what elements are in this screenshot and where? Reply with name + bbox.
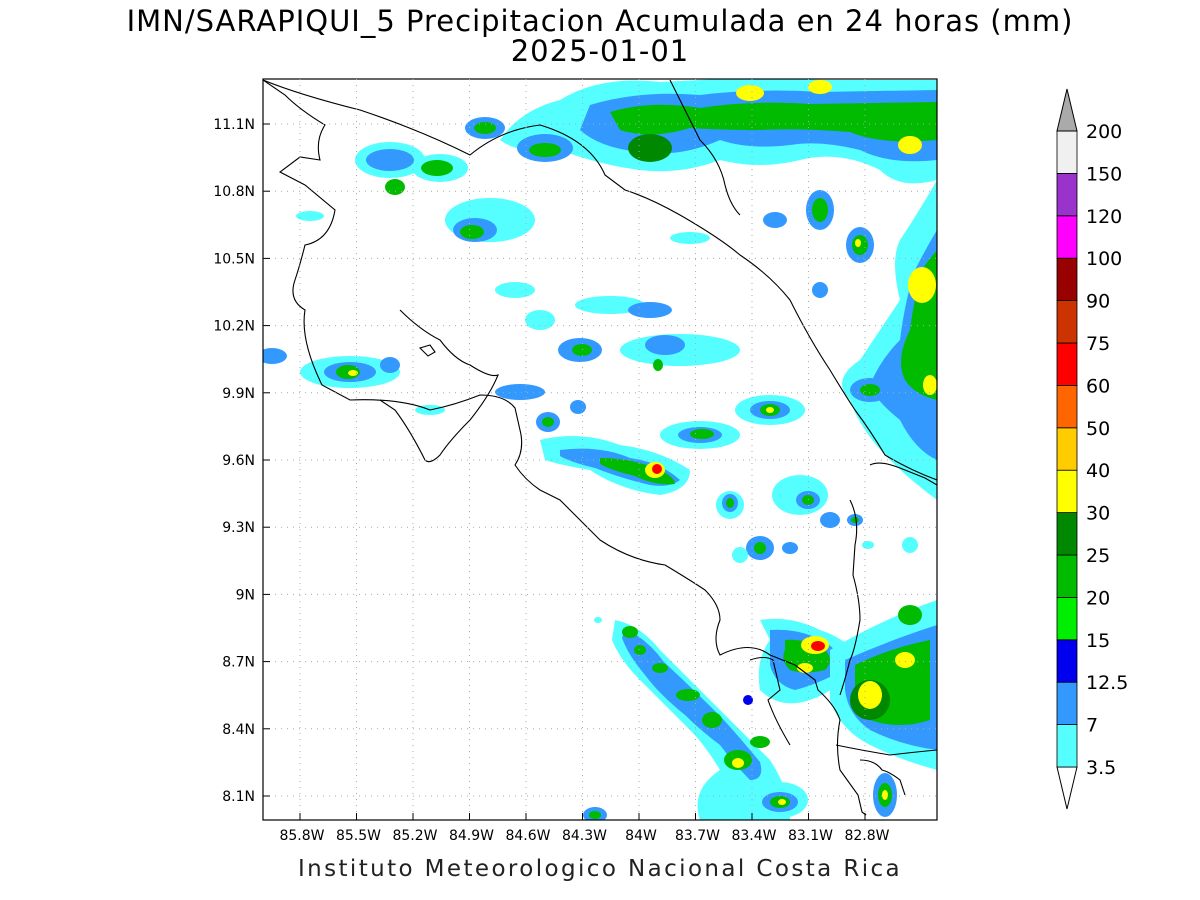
lat-tick-label: 10.5N — [213, 251, 255, 267]
lon-tick-label: 84W — [625, 828, 657, 844]
map-axes: 11.1N 10.8N 10.5N 10.2N 9.9N 9.6N 9.3N 9N 8.7N 8.… — [213, 117, 889, 844]
colorbar-label: 3.5 — [1086, 757, 1116, 779]
colorbar-label: 90 — [1086, 291, 1110, 313]
colorbar-segment — [1056, 724, 1078, 768]
lon-tick-label: 83.1W — [788, 828, 833, 844]
lat-tick-label: 9.9N — [222, 386, 255, 402]
colorbar-segment — [1056, 681, 1078, 726]
lon-tick-label: 85.5W — [336, 828, 381, 844]
lon-tick-label: 83.7W — [675, 828, 720, 844]
colorbar-segment — [1056, 597, 1078, 641]
colorbar-segment — [1056, 554, 1078, 598]
lat-tick-label: 8.1N — [222, 789, 255, 805]
colorbar-label: 15 — [1086, 630, 1110, 652]
colorbar-label: 40 — [1086, 460, 1110, 482]
colorbar-label: 50 — [1086, 418, 1110, 440]
map-title: IMN/SARAPIQUI_5 Precipitacion Acumulada … — [126, 4, 1074, 38]
lat-tick-label: 10.8N — [213, 184, 255, 200]
colorbar-segment — [1056, 257, 1078, 302]
colorbar-label: 25 — [1086, 545, 1110, 567]
colorbar-upper-triangle — [1056, 88, 1078, 132]
colorbar-label: 200 — [1086, 121, 1122, 143]
lon-tick-label: 84.9W — [449, 828, 494, 844]
colorbar-segment — [1056, 469, 1078, 514]
plot-frame — [262, 78, 938, 821]
lon-tick-label: 82.8W — [844, 828, 889, 844]
precipitation-field — [263, 79, 937, 820]
lat-tick-label: 8.4N — [222, 722, 255, 738]
colorbar-label: 7 — [1086, 715, 1098, 737]
lon-tick-label: 85.8W — [279, 828, 324, 844]
lat-tick-label: 9.3N — [222, 520, 255, 536]
colorbar-lower-triangle — [1056, 766, 1078, 810]
colorbar-label: 100 — [1086, 248, 1122, 270]
lat-tick-label: 9.6N — [222, 453, 255, 469]
colorbar-label: 120 — [1086, 206, 1122, 228]
colorbar-segment — [1056, 215, 1078, 259]
colorbar-segment — [1056, 639, 1078, 683]
colorbar-segment — [1056, 384, 1078, 429]
lon-tick-label: 84.3W — [562, 828, 607, 844]
coastline — [263, 79, 937, 816]
lon-tick-label: 84.6W — [505, 828, 550, 844]
colorbar-label: 20 — [1086, 587, 1110, 609]
colorbar-label: 60 — [1086, 375, 1110, 397]
colorbar-label: 30 — [1086, 503, 1110, 525]
colorbar-label: 150 — [1086, 163, 1122, 185]
colorbar-segment — [1056, 512, 1078, 556]
lat-tick-label: 10.2N — [213, 319, 255, 335]
colorbar-segment — [1056, 427, 1078, 471]
colorbar-label: 12.5 — [1086, 672, 1128, 694]
colorbar-segment — [1056, 342, 1078, 386]
colorbar-segment — [1056, 172, 1078, 217]
lon-tick-label: 85.2W — [392, 828, 437, 844]
lat-tick-label: 11.1N — [213, 117, 255, 133]
colorbar: 3.5 7 12.5 15 20 25 30 40 50 60 75 90 100 120 150 200 — [1056, 88, 1128, 810]
colorbar-segment — [1056, 130, 1078, 174]
lat-tick-label: 9N — [236, 587, 255, 603]
footer-credit: Instituto Meteorologico Nacional Costa R… — [297, 856, 903, 882]
lon-tick-label: 83.4W — [731, 828, 776, 844]
lat-tick-label: 8.7N — [222, 655, 255, 671]
colorbar-segment — [1056, 300, 1078, 344]
gridlines — [263, 79, 937, 820]
colorbar-label: 75 — [1086, 333, 1110, 355]
map-date: 2025-01-01 — [510, 34, 690, 68]
